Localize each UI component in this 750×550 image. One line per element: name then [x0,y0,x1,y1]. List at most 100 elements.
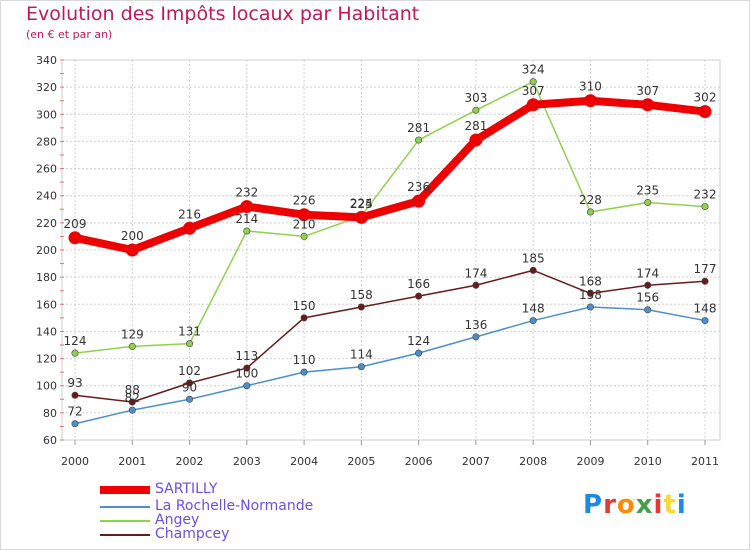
y-tick-label: 200 [36,244,57,257]
series-la-rochelle-normande-point [243,382,251,390]
series-la-rochelle-normande-point [415,349,423,357]
series-sartilly-data-label: 310 [579,80,602,94]
series-sartilly-point [469,133,483,147]
x-tick-label: 2004 [290,455,318,468]
series-angey-data-label: 235 [636,184,659,198]
logo-letter: P [583,490,604,520]
series-la-rochelle-normande-point [186,395,194,403]
series-la-rochelle-normande-point [71,420,79,428]
series-champcey-point [529,266,537,274]
series-angey-point [128,342,136,350]
legend-swatch [100,486,150,494]
series-champcey-point [243,364,251,372]
series-champcey-data-label: 185 [522,251,545,265]
series-champcey-point [71,391,79,399]
logo-letter: t [663,490,677,520]
legend-item-sartilly: SARTILLY [100,481,360,497]
series-la-rochelle-normande-data-label: 124 [407,334,430,348]
series-sartilly-point [297,208,311,222]
y-tick-label: 120 [36,353,57,366]
y-tick-label: 160 [36,298,57,311]
y-tick-label: 140 [36,325,57,338]
legend-swatch [100,506,150,508]
series-champcey-point [644,281,652,289]
x-tick-label: 2000 [61,455,89,468]
x-tick-label: 2008 [519,455,547,468]
series-champcey-data-label: 88 [125,383,140,397]
legend-label: Angey [155,512,200,528]
series-la-rochelle-normande-data-label: 148 [522,302,545,316]
series-angey-point [529,78,537,86]
series-la-rochelle-normande-point [586,303,594,311]
series-sartilly-data-label: 281 [464,119,487,133]
series-la-rochelle-normande-line [74,306,706,425]
series-group [68,78,712,428]
x-tick-label: 2007 [462,455,490,468]
series-champcey-point [128,398,136,406]
series-la-rochelle-normande-point [529,317,537,325]
x-tick-label: 2011 [691,455,719,468]
series-la-rochelle-normande-data-label: 110 [293,353,316,367]
series-champcey-data-label: 166 [407,277,430,291]
series-angey-point [243,227,251,235]
series-angey-point [586,208,594,216]
x-tick-label: 2010 [634,455,662,468]
series-sartilly-point [526,98,540,112]
series-angey-point [701,203,709,211]
y-tick-label: 300 [36,108,57,121]
series-champcey-point [701,277,709,285]
series-sartilly-data-label: 307 [636,84,659,98]
logo-letter: x [635,490,654,520]
y-tick-label: 60 [43,434,57,447]
logo-letter: o [616,490,636,520]
series-la-rochelle-normande-data-label: 136 [464,318,487,332]
y-tick-label: 280 [36,135,57,148]
series-la-rochelle-normande-data-label: 72 [67,405,82,419]
series-angey-data-label: 214 [235,212,258,226]
series-champcey-point [186,379,194,387]
series-sartilly-data-label: 307 [522,84,545,98]
grid [61,59,721,441]
series-angey-point [71,349,79,357]
series-la-rochelle-normande-point [128,406,136,414]
series-sartilly-data-label: 302 [694,91,717,105]
series-la-rochelle-normande-data-label: 82 [125,391,140,405]
legend-label: Champcey [155,526,230,542]
series-sartilly-line [71,96,709,254]
series-la-rochelle-normande-point [701,317,709,325]
y-tick-label: 260 [36,163,57,176]
series-angey-data-label: 131 [178,325,201,339]
axes: 60 80 100 120 140 160 180 200 220 240 260 280 300 320… [36,54,719,468]
series-champcey-data-label: 174 [464,266,487,280]
series-champcey-data-label: 102 [178,364,201,378]
legend-swatch [100,534,150,536]
series-sartilly-point [68,231,82,245]
series-sartilly-point [354,210,368,224]
series-la-rochelle-normande-data-label: 90 [182,380,197,394]
legend-item-angey: Angey [100,512,360,528]
series-sartilly-data-label: 226 [293,194,316,208]
y-tick-label: 340 [36,54,57,67]
y-tick-label: 220 [36,217,57,230]
series-angey-data-label: 210 [293,217,316,231]
series-angey-data-label: 324 [522,63,545,77]
series-la-rochelle-normande-data-label: 100 [235,367,258,381]
x-tick-label: 2003 [233,455,261,468]
series-sartilly-data-label: 200 [121,229,144,243]
x-tick-label: 2002 [176,455,204,468]
x-tick-label: 2005 [347,455,375,468]
series-champcey-data-label: 150 [293,299,316,313]
logo-letter: i [653,490,664,520]
series-angey-data-label: 303 [464,91,487,105]
series-angey-data-label: 228 [579,193,602,207]
series-sartilly-point [125,243,139,257]
legend-label: SARTILLY [155,481,218,497]
series-sartilly-point [412,194,426,208]
series-sartilly-point [183,221,197,235]
series-angey-data-label: 129 [121,327,144,341]
legend-item-champcey: Champcey [100,526,360,542]
chart-subtitle: (en € et par an) [26,28,113,41]
series-sartilly-data-label: 216 [178,207,201,221]
series-la-rochelle-normande-point [357,363,365,371]
